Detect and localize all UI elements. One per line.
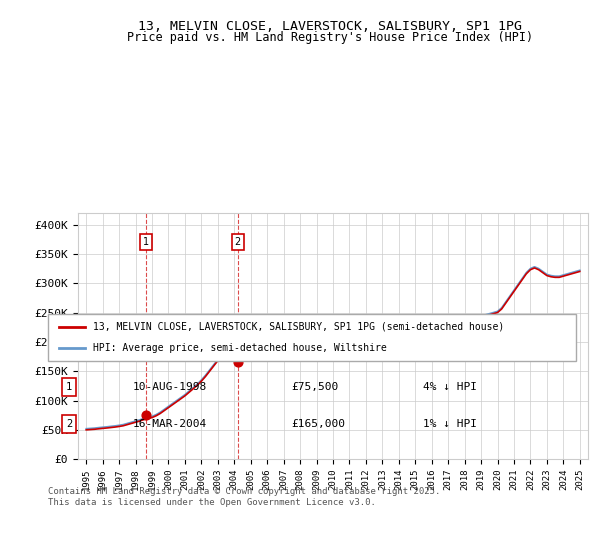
Text: 1: 1 [143,237,149,248]
Text: HPI: Average price, semi-detached house, Wiltshire: HPI: Average price, semi-detached house,… [93,343,386,353]
FancyBboxPatch shape [48,314,576,361]
Point [233,358,242,367]
Text: 2: 2 [235,237,241,248]
Text: 1% ↓ HPI: 1% ↓ HPI [423,419,477,429]
Text: 13, MELVIN CLOSE, LAVERSTOCK, SALISBURY, SP1 1PG: 13, MELVIN CLOSE, LAVERSTOCK, SALISBURY,… [138,20,522,32]
Text: 4% ↓ HPI: 4% ↓ HPI [423,382,477,392]
Text: £75,500: £75,500 [291,382,338,392]
Text: Contains HM Land Registry data © Crown copyright and database right 2025.
This d: Contains HM Land Registry data © Crown c… [48,487,440,507]
Text: 2: 2 [66,419,72,429]
Text: Price paid vs. HM Land Registry's House Price Index (HPI): Price paid vs. HM Land Registry's House … [127,31,533,44]
Text: £165,000: £165,000 [291,419,345,429]
Text: 16-MAR-2004: 16-MAR-2004 [133,419,207,429]
Text: 1: 1 [66,382,72,392]
Text: 13, MELVIN CLOSE, LAVERSTOCK, SALISBURY, SP1 1PG (semi-detached house): 13, MELVIN CLOSE, LAVERSTOCK, SALISBURY,… [93,322,504,332]
Text: 10-AUG-1998: 10-AUG-1998 [133,382,207,392]
Point [141,410,151,419]
